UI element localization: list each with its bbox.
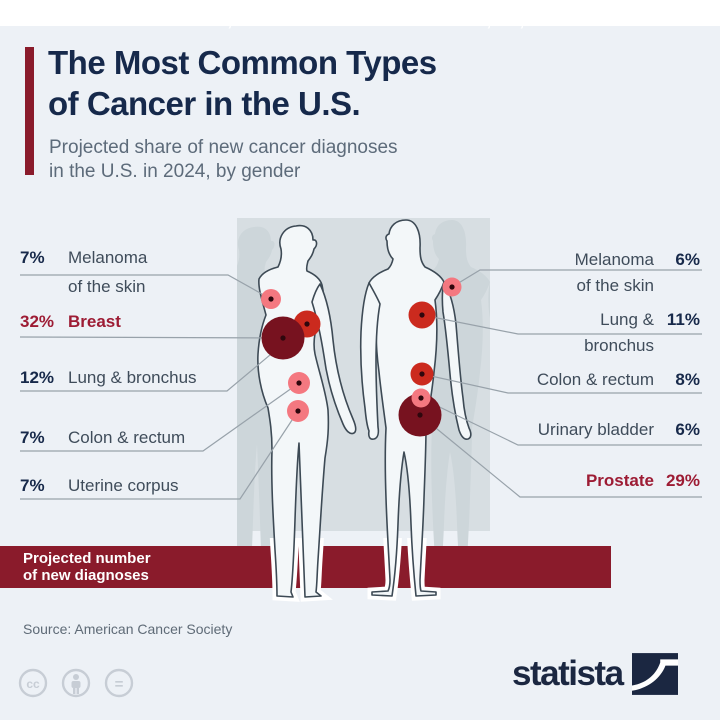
male-left-arm bbox=[359, 282, 381, 440]
pct-male-melanoma: 6% bbox=[675, 250, 700, 269]
title-line1: The Most Common Types bbox=[48, 44, 437, 81]
label-female-breast: 32% Breast bbox=[20, 312, 121, 332]
pct-female-melanoma: 7% bbox=[20, 248, 45, 267]
statista-logo: statista bbox=[512, 653, 678, 695]
pct-female-breast: 32% bbox=[20, 312, 55, 331]
statista-wordmark: statista bbox=[512, 654, 624, 693]
leader-female-breast bbox=[19, 336, 284, 339]
name-male-melanoma-line2: of the skin bbox=[576, 276, 655, 295]
subtitle-line2: in the U.S. in 2024, by gender bbox=[49, 161, 301, 182]
label-male-melanoma: Melanoma 6% bbox=[575, 250, 700, 270]
label-female-melanoma: 7% Melanoma bbox=[20, 248, 147, 268]
svg-text:=: = bbox=[115, 676, 124, 693]
pct-male-colon: 8% bbox=[675, 370, 700, 389]
name-male-melanoma: Melanoma bbox=[574, 250, 654, 269]
name-female-breast: Breast bbox=[68, 312, 121, 331]
pct-male-prostate: 29% bbox=[665, 471, 700, 490]
pct-female-colon: 7% bbox=[20, 428, 45, 447]
name-female-lung: Lung & bronchus bbox=[68, 368, 197, 387]
pct-male-urinary: 6% bbox=[675, 420, 700, 439]
leader-male-lung bbox=[421, 314, 702, 335]
title-line2: of Cancer in the U.S. bbox=[48, 85, 361, 122]
leader-male-colon bbox=[421, 373, 702, 394]
pct-female-uterine: 7% bbox=[20, 476, 45, 495]
statista-logo-mark bbox=[631, 653, 678, 695]
name-female-uterine: Uterine corpus bbox=[68, 476, 179, 495]
name-male-urinary: Urinary bladder bbox=[537, 420, 654, 439]
leader-female-colon bbox=[20, 382, 300, 452]
leader-female-melanoma bbox=[20, 274, 272, 300]
pct-male-lung: 11% bbox=[666, 310, 700, 329]
page-title: The Most Common Types of Cancer in the U… bbox=[48, 42, 437, 124]
source-note: Source: American Cancer Society bbox=[23, 621, 233, 637]
equals-icon bbox=[104, 668, 134, 698]
banner-label: Projected number of new diagnoses bbox=[23, 550, 151, 584]
label-male-urinary: Urinary bladder 6% bbox=[538, 420, 700, 440]
svg-text:cc: cc bbox=[26, 677, 40, 691]
pct-female-lung: 12% bbox=[20, 368, 55, 387]
label-female-colon: 7% Colon & rectum bbox=[20, 428, 185, 448]
label-male-colon: Colon & rectum 8% bbox=[537, 370, 700, 390]
name-male-lung: Lung & bbox=[600, 310, 654, 329]
name-male-lung-line2: bronchus bbox=[584, 336, 654, 355]
top-white-strip bbox=[0, 0, 720, 26]
leader-female-uterine bbox=[20, 410, 299, 500]
name-female-colon: Colon & rectum bbox=[68, 428, 186, 447]
cc-license-icons: cc = bbox=[18, 668, 134, 698]
cancer-dots bbox=[261, 277, 462, 437]
page-subtitle: Projected share of new cancer diagnoses … bbox=[49, 136, 398, 184]
label-female-lung: 12% Lung & bronchus bbox=[20, 368, 197, 388]
male-right-arm bbox=[441, 281, 472, 440]
label-female-uterine: 7% Uterine corpus bbox=[20, 476, 179, 496]
name-female-melanoma-line2: of the skin bbox=[68, 277, 146, 296]
name-male-prostate: Prostate bbox=[585, 471, 654, 490]
leader-lines bbox=[19, 269, 702, 500]
female-total: 972,060 bbox=[199, 11, 261, 30]
attribution-icon bbox=[61, 668, 91, 698]
leader-male-urinary bbox=[420, 397, 702, 446]
female-right-arm bbox=[311, 283, 357, 435]
leader-male-melanoma bbox=[451, 269, 702, 288]
title-accent-bar bbox=[25, 47, 34, 175]
label-male-lung: Lung & 11% bbox=[600, 310, 700, 330]
label-male-prostate: Prostate 29% bbox=[586, 471, 700, 491]
leader-male-prostate bbox=[419, 414, 702, 498]
subtitle-line1: Projected share of new cancer diagnoses bbox=[49, 137, 398, 158]
male-total: 1,029,080 bbox=[477, 11, 553, 30]
name-male-colon: Colon & rectum bbox=[536, 370, 654, 389]
name-female-melanoma: Melanoma bbox=[68, 248, 148, 267]
cc-icon bbox=[18, 668, 48, 698]
